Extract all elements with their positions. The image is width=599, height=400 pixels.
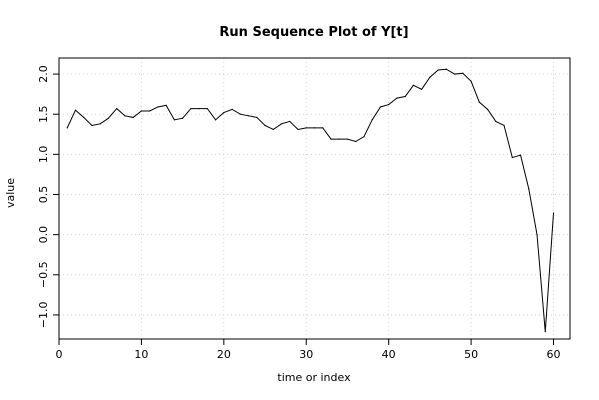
- x-tick-label: 10: [134, 348, 148, 361]
- series-group: [66, 68, 555, 333]
- data-point: [214, 119, 217, 121]
- series-line: [66, 68, 555, 332]
- data-point: [91, 124, 93, 127]
- data-point: [445, 68, 447, 70]
- grid-lines: [58, 58, 570, 339]
- y-tick-label: 2.0: [37, 65, 50, 83]
- y-tick-label: −0.5: [37, 261, 50, 288]
- x-tick-label: 30: [299, 348, 313, 361]
- data-point: [421, 88, 423, 90]
- data-point: [478, 101, 480, 103]
- data-point: [305, 127, 307, 129]
- data-point: [165, 104, 167, 106]
- x-tick-label: 20: [217, 348, 231, 361]
- y-tick-label: 0.0: [37, 226, 50, 244]
- y-axis-label: value: [4, 178, 17, 208]
- data-point: [346, 138, 349, 140]
- data-point: [495, 120, 497, 123]
- data-point: [157, 106, 159, 108]
- data-point: [536, 234, 538, 236]
- data-point: [247, 115, 250, 117]
- data-point: [511, 156, 513, 159]
- data-point: [99, 123, 101, 125]
- data-point: [264, 124, 266, 127]
- y-tick-label: 1.5: [37, 105, 50, 123]
- data-point: [552, 212, 555, 214]
- data-point: [173, 119, 175, 121]
- data-point: [198, 107, 200, 110]
- data-point: [66, 127, 68, 129]
- data-point: [371, 119, 373, 121]
- data-point: [396, 97, 398, 99]
- data-point: [519, 154, 522, 156]
- data-point: [124, 115, 126, 117]
- y-tick-label: 0.5: [37, 186, 50, 204]
- data-point: [470, 80, 472, 82]
- data-point: [544, 331, 546, 333]
- y-axis: −1.0 −0.5 0.0 0.5 1.0 1.5 2.0: [37, 65, 59, 328]
- x-axis-label: time or index: [277, 371, 351, 384]
- data-point: [338, 138, 340, 140]
- data-point: [83, 116, 85, 119]
- data-point: [74, 109, 77, 111]
- data-point: [256, 116, 258, 119]
- x-tick-label: 60: [547, 348, 561, 361]
- data-point: [272, 128, 274, 131]
- data-point: [206, 107, 208, 110]
- data-point: [107, 117, 110, 119]
- plot-frame: [58, 57, 571, 340]
- data-point: [355, 140, 357, 143]
- data-point: [363, 136, 365, 138]
- data-point: [280, 123, 283, 125]
- x-tick-label: 0: [56, 348, 63, 361]
- data-point: [528, 188, 530, 190]
- data-point: [437, 69, 439, 71]
- data-point: [132, 116, 134, 119]
- data-point: [313, 127, 316, 129]
- data-point: [429, 76, 431, 78]
- data-point: [149, 110, 151, 112]
- data-point: [297, 128, 299, 131]
- data-point: [231, 108, 233, 110]
- x-tick-label: 50: [464, 348, 478, 361]
- x-tick-label: 40: [382, 348, 396, 361]
- data-point: [223, 111, 225, 114]
- data-point: [190, 107, 192, 110]
- y-tick-label: 1.0: [37, 146, 50, 164]
- chart-title: Run Sequence Plot of Y[t]: [219, 25, 408, 40]
- data-point: [140, 110, 143, 112]
- data-point: [486, 108, 489, 110]
- data-point: [388, 103, 390, 106]
- x-axis: 0 10 20 30 40 50 60: [56, 339, 561, 361]
- data-point: [379, 106, 382, 108]
- data-point: [322, 127, 324, 129]
- data-point: [462, 72, 464, 74]
- y-tick-label: −1.0: [37, 302, 50, 329]
- data-point: [182, 117, 184, 119]
- data-point: [330, 138, 332, 140]
- data-point: [503, 124, 505, 127]
- data-point: [404, 95, 406, 98]
- data-point: [289, 120, 291, 123]
- data-point: [454, 73, 456, 75]
- data-point: [239, 113, 241, 115]
- data-point: [116, 107, 118, 110]
- data-point: [412, 84, 415, 86]
